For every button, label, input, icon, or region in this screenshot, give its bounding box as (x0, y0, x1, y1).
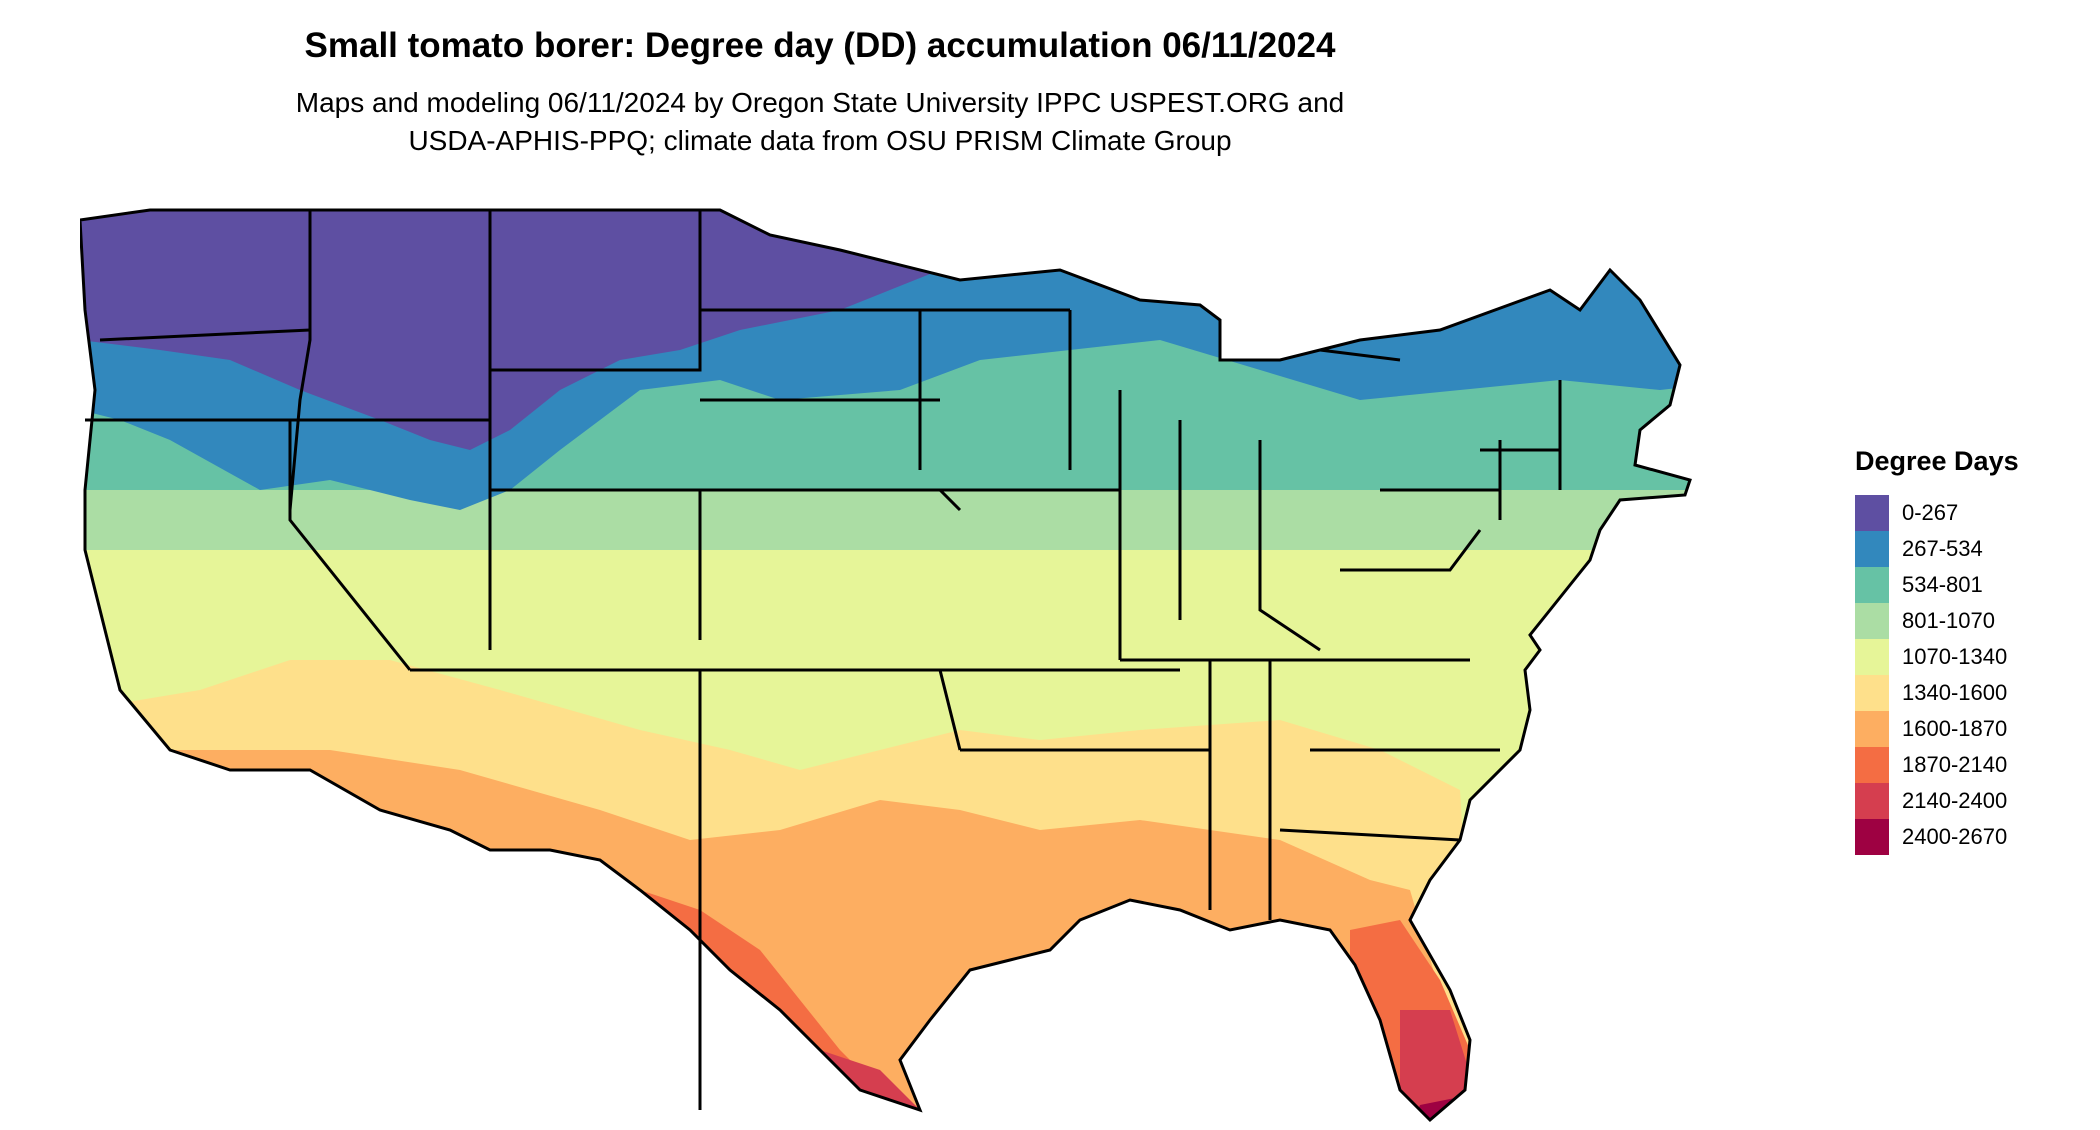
legend-item: 2140-2400 (1855, 783, 2019, 819)
legend-rows: 0-267 267-534 534-801 801-1070 1070-1340… (1855, 495, 2019, 855)
legend-swatch (1855, 711, 1889, 747)
legend-swatch (1855, 783, 1889, 819)
legend-item: 267-534 (1855, 531, 2019, 567)
legend-title: Degree Days (1855, 446, 2019, 476)
legend-label: 2140-2400 (1902, 788, 2008, 813)
legend-item: 1600-1870 (1855, 711, 2019, 747)
legend-item: 2400-2670 (1855, 819, 2019, 855)
us-outline (80, 208, 1692, 1123)
legend-label: 1600-1870 (1902, 716, 2008, 741)
legend-swatch (1855, 495, 1889, 531)
legend-swatch (1855, 567, 1889, 603)
legend-swatch (1855, 639, 1889, 675)
legend-swatch (1855, 675, 1889, 711)
legend-item: 1340-1600 (1855, 675, 2019, 711)
legend-label: 267-534 (1902, 536, 1983, 561)
legend-swatch (1855, 819, 1889, 855)
legend-label: 1340-1600 (1902, 680, 2008, 705)
legend-swatch (1855, 531, 1889, 567)
legend-swatch (1855, 747, 1889, 783)
legend-item: 1070-1340 (1855, 639, 2019, 675)
subtitle-line-2: USDA-APHIS-PPQ; climate data from OSU PR… (408, 125, 1232, 156)
legend-label: 2400-2670 (1902, 824, 2008, 849)
legend-label: 1070-1340 (1902, 644, 2008, 669)
legend: Degree Days 0-267 267-534 534-801 801-10… (1855, 446, 2019, 855)
legend-item: 0-267 (1855, 495, 2019, 531)
legend-label: 801-1070 (1902, 608, 1995, 633)
legend-label: 1870-2140 (1902, 752, 2008, 777)
legend-label: 534-801 (1902, 572, 1983, 597)
state-boundaries (85, 210, 1562, 1110)
legend-label: 0-267 (1902, 500, 1959, 525)
map-title: Small tomato borer: Degree day (DD) accu… (304, 26, 1336, 65)
degree-day-map (80, 208, 1692, 1123)
legend-item: 534-801 (1855, 567, 2019, 603)
subtitle-line-1: Maps and modeling 06/11/2024 by Oregon S… (295, 87, 1345, 118)
degree-day-fill (80, 210, 1690, 1120)
map-subtitle: Maps and modeling 06/11/2024 by Oregon S… (0, 84, 1640, 160)
legend-item: 1870-2140 (1855, 747, 2019, 783)
legend-swatch (1855, 603, 1889, 639)
legend-item: 801-1070 (1855, 603, 2019, 639)
